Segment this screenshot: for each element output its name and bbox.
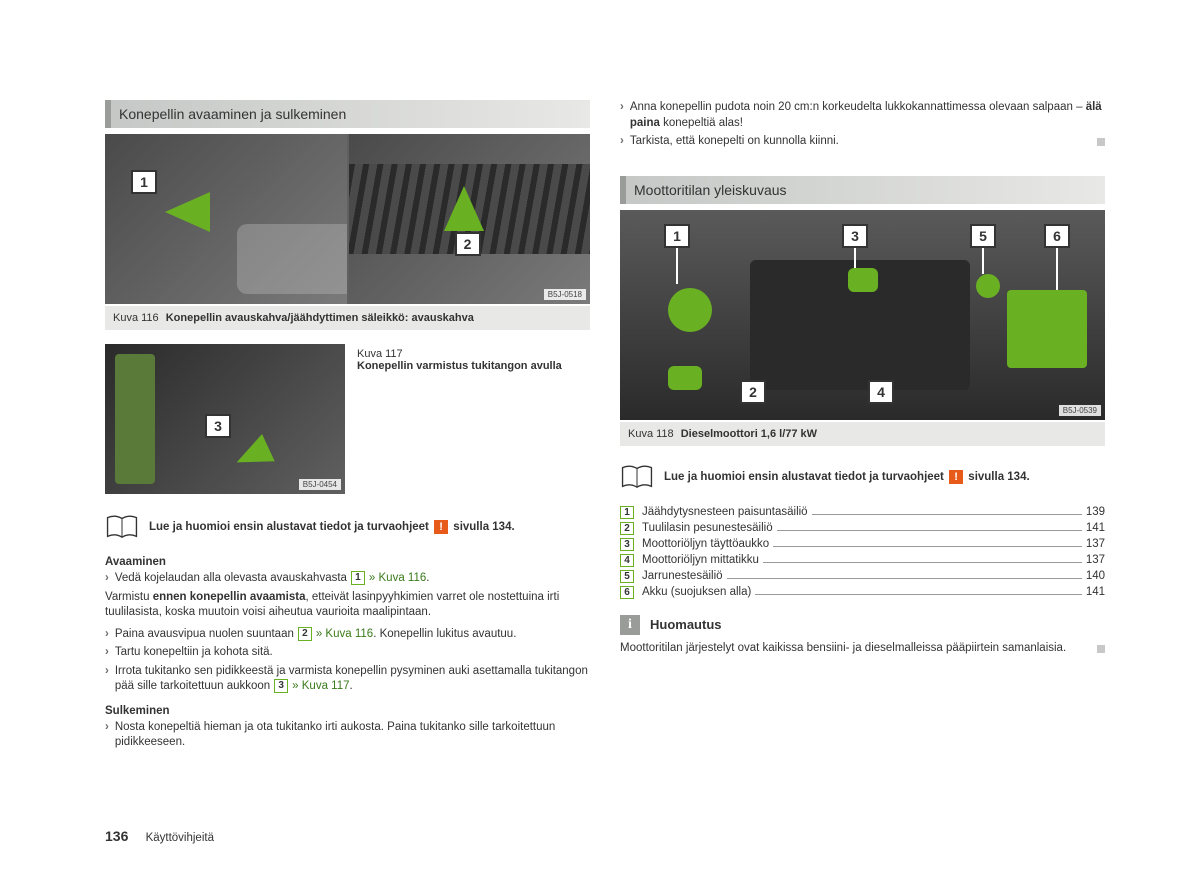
arrow-icon [444,186,484,231]
caption-117: Kuva 117 Konepellin varmistus tukitangon… [357,344,562,496]
bullet-item: › Nosta konepeltiä hieman ja ota tukitan… [105,720,590,751]
subhead-opening: Avaaminen [105,556,590,568]
callout: 5 [970,224,996,248]
figure-number: Kuva 116 [113,312,159,324]
safety-note: Lue ja huomioi ensin alustavat tiedot ja… [105,514,590,540]
caption-text: Konepellin varmistus tukitangon avulla [357,360,562,372]
list-item: 6 Akku (suojuksen alla) 141 [620,586,1105,599]
list-item: 5 Jarrunestesäiliö 140 [620,570,1105,583]
prop-rod-shape [115,354,155,484]
chevron-icon: › [105,571,109,587]
arrow-icon [165,192,210,232]
figure-117-row: 3 B5J-0454 Kuva 117 Konepellin varmistus… [105,344,590,496]
page-ref[interactable]: 137 [1086,538,1105,550]
ref-box: 1 [351,571,365,585]
figure-code: B5J-0518 [544,289,586,300]
info-text: Moottoritilan järjestelyt ovat kaikissa … [620,641,1105,657]
page-ref[interactable]: 141 [1086,586,1105,598]
paragraph: Varmistu ennen konepellin avaamista, ett… [105,590,590,621]
subhead-closing: Sulkeminen [105,705,590,717]
page-footer: 136 Käyttövihjeitä [105,828,214,844]
end-marker-icon [1097,138,1105,146]
figure-ref-link[interactable]: » Kuva 116 [316,628,373,640]
info-icon: i [620,615,640,635]
caption-text: Konepellin avauskahva/jäähdyttimen sälei… [166,312,474,324]
manual-page: Konepellin avaaminen ja sulkeminen 1 2 B… [0,0,1200,794]
caption-116: Kuva 116 Konepellin avauskahva/jäähdytti… [105,306,590,330]
bullet-item: › Tarkista, että konepelti on kunnolla k… [620,134,1105,150]
section-header-bonnet: Konepellin avaaminen ja sulkeminen [105,100,590,128]
left-column: Konepellin avaaminen ja sulkeminen 1 2 B… [105,100,590,754]
reservoir-shape [976,274,1000,298]
warning-icon: ! [949,470,963,484]
info-title: Huomautus [650,617,722,632]
list-item: 1 Jäähdytysnesteen paisuntasäiliö 139 [620,506,1105,519]
callout: 3 [842,224,868,248]
list-item: 3 Moottoriöljyn täyttöaukko 137 [620,538,1105,551]
reservoir-shape [668,366,702,390]
figure-116: 1 2 B5J-0518 [105,134,590,304]
list-item: 2 Tuulilasin pesunestesäiliö 141 [620,522,1105,535]
chevron-icon: › [105,664,109,695]
bullet-item: › Anna konepellin pudota noin 20 cm:n ko… [620,100,1105,131]
chevron-icon: › [105,627,109,643]
callout-1: 1 [131,170,157,194]
car-body-shape [237,224,347,294]
list-item: 4 Moottoriöljyn mittatikku 137 [620,554,1105,567]
callout: 1 [664,224,690,248]
right-column: › Anna konepellin pudota noin 20 cm:n ko… [620,100,1105,754]
safety-text: Lue ja huomioi ensin alustavat tiedot ja… [149,520,515,534]
oil-cap-shape [848,268,878,292]
ref-box: 3 [274,679,288,693]
ref-box: 2 [298,627,312,641]
arrow-icon [230,434,274,476]
figure-118: 1 3 5 6 2 4 B5J-0539 [620,210,1105,420]
page-number: 136 [105,828,128,844]
figure-number: Kuva 118 [628,428,674,440]
figure-code: B5J-0454 [299,479,341,490]
battery-shape [1007,290,1087,368]
chevron-icon: › [105,720,109,751]
figure-ref-link[interactable]: » Kuva 116 [369,572,426,584]
figure-ref-link[interactable]: » Kuva 117 [292,680,349,692]
caption-118: Kuva 118 Dieselmoottori 1,6 l/77 kW [620,422,1105,446]
section-header-engine: Moottoritilan yleiskuvaus [620,176,1105,204]
figure-117: 3 B5J-0454 [105,344,345,494]
end-marker-icon [1097,645,1105,653]
figure-116-left: 1 [105,134,347,304]
callout-3: 3 [205,414,231,438]
chevron-icon: › [620,100,624,131]
bullet-item: › Irrota tukitanko sen pidikkeestä ja va… [105,664,590,695]
page-ref[interactable]: 141 [1086,522,1105,534]
figure-code: B5J-0539 [1059,405,1101,416]
callout: 6 [1044,224,1070,248]
figure-number: Kuva 117 [357,348,562,360]
reservoir-shape [668,288,712,332]
page-ref[interactable]: 137 [1086,554,1105,566]
page-ref[interactable]: 140 [1086,570,1105,582]
bullet-item: › Tartu konepeltiin ja kohota sitä. [105,645,590,661]
safety-note: Lue ja huomioi ensin alustavat tiedot ja… [620,464,1105,490]
bullet-item: › Vedä kojelaudan alla olevasta avauskah… [105,571,590,587]
callout: 2 [740,380,766,404]
book-icon [105,514,139,540]
warning-icon: ! [434,520,448,534]
section-name: Käyttövihjeitä [146,832,214,844]
chevron-icon: › [620,134,624,150]
safety-text: Lue ja huomioi ensin alustavat tiedot ja… [664,470,1030,484]
book-icon [620,464,654,490]
page-ref[interactable]: 139 [1086,506,1105,518]
info-header: i Huomautus [620,615,1105,635]
figure-116-right: 2 B5J-0518 [349,134,591,304]
callout-2: 2 [455,232,481,256]
bullet-item: › Paina avausvipua nuolen suuntaan 2 » K… [105,627,590,643]
callout: 4 [868,380,894,404]
caption-text: Dieselmoottori 1,6 l/77 kW [681,428,817,440]
component-list: 1 Jäähdytysnesteen paisuntasäiliö 139 2 … [620,506,1105,599]
chevron-icon: › [105,645,109,661]
